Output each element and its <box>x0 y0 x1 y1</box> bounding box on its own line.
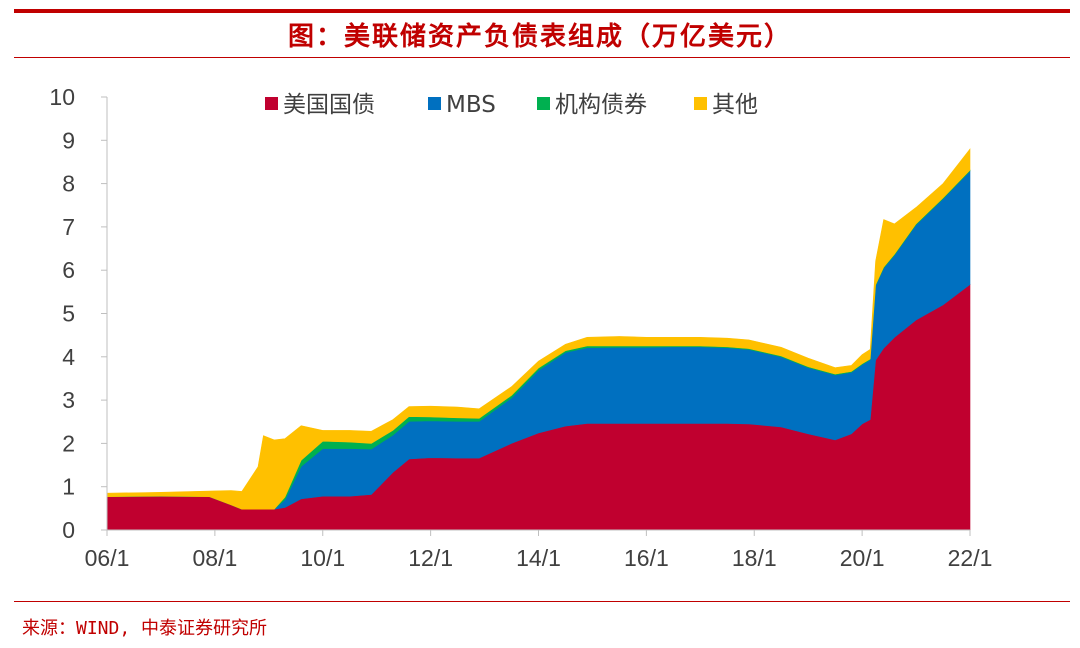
legend-label-2: 机构债券 <box>555 92 647 118</box>
x-tick-label: 20/1 <box>840 545 885 571</box>
y-tick-label: 10 <box>49 84 75 110</box>
y-tick-label: 3 <box>62 387 75 413</box>
x-tick-label: 16/1 <box>624 545 669 571</box>
title-rule <box>14 57 1070 58</box>
y-axis-ticks: 0 1 2 3 4 5 6 7 8 9 10 <box>49 84 107 543</box>
legend-swatch-1 <box>428 97 441 110</box>
y-tick-label: 0 <box>62 517 75 543</box>
y-tick-label: 2 <box>62 430 75 456</box>
x-tick-label: 22/1 <box>948 545 993 571</box>
y-tick-label: 8 <box>62 171 75 197</box>
stacked-area-chart: 0 1 2 3 4 5 6 7 8 9 10 06/1 08/1 10/1 12/1 14/1 16/1 18/… <box>49 84 993 571</box>
legend-label-3: 其他 <box>712 92 758 118</box>
x-axis-ticks: 06/1 08/1 10/1 12/1 14/1 16/1 18/1 20/1 22/1 <box>85 530 993 571</box>
y-tick-label: 4 <box>62 344 75 370</box>
y-tick-label: 5 <box>62 301 75 327</box>
area-series-3 <box>106 148 971 510</box>
legend: 美国国债 MBS 机构债券 其他 <box>265 92 758 118</box>
legend-label-1: MBS <box>446 92 496 118</box>
legend-swatch-3 <box>694 97 707 110</box>
x-tick-label: 06/1 <box>85 545 130 571</box>
x-tick-label: 14/1 <box>516 545 561 571</box>
y-tick-label: 1 <box>62 474 75 500</box>
series-areas <box>106 148 971 531</box>
top-rule <box>14 9 1070 13</box>
legend-swatch-2 <box>537 97 550 110</box>
chart-title: 图：美联储资产负债表组成（万亿美元） <box>287 22 792 52</box>
legend-swatch-0 <box>265 97 278 110</box>
x-tick-label: 08/1 <box>192 545 237 571</box>
y-tick-label: 7 <box>62 214 75 240</box>
source-note: 来源：WIND, 中泰证券研究所 <box>22 618 268 639</box>
x-tick-label: 18/1 <box>732 545 777 571</box>
source-rule <box>14 601 1070 602</box>
x-tick-label: 12/1 <box>408 545 453 571</box>
legend-label-0: 美国国债 <box>283 92 375 118</box>
y-tick-label: 9 <box>62 127 75 153</box>
x-tick-label: 10/1 <box>300 545 345 571</box>
y-tick-label: 6 <box>62 257 75 283</box>
